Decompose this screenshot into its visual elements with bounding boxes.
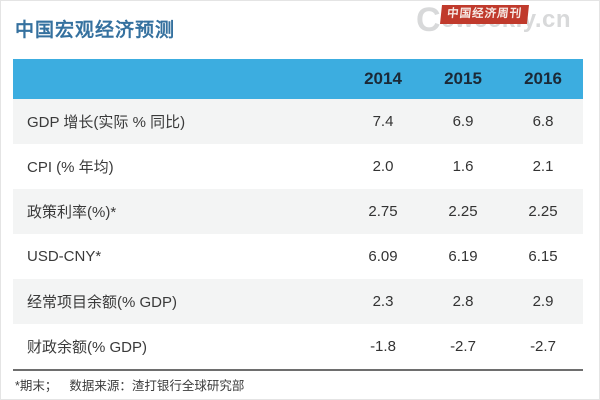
ceweekly-red-badge: 中国经济周刊 <box>440 5 529 24</box>
cell-value: 2.0 <box>372 158 394 175</box>
footnote: *期末； 数据来源：渣打银行全球研究部 <box>15 375 244 394</box>
ceweekly-logo: Ceweekly.cn 中国经济周刊 <box>416 3 596 47</box>
cell-value: 2.75 <box>343 189 423 234</box>
cell-value: 7.4 <box>343 99 423 144</box>
cell-value: 2.9 <box>503 279 583 324</box>
row-label: 财政余额(% GDP) <box>27 339 148 356</box>
table-row-policy-rate: 政策利率(%)* 2.75 2.25 2.25 <box>13 189 583 234</box>
cell-value: 6.09 <box>368 248 398 265</box>
cell-value: 1.6 <box>452 158 474 175</box>
row-label: 经常项目余额(% GDP) <box>13 279 343 324</box>
cell-value: 6.15 <box>528 248 558 265</box>
row-label: CPI (% 年均) <box>27 159 114 176</box>
cell-value: 2.25 <box>423 189 503 234</box>
row-label: USD-CNY* <box>27 248 102 265</box>
table-row-current-account: 经常项目余额(% GDP) 2.3 2.8 2.9 <box>13 279 583 324</box>
header-year-2015: 2015 <box>423 59 503 99</box>
table-row-fiscal-balance: 财政余额(% GDP) -1.8 -2.7 -2.7 <box>13 324 583 370</box>
cell-value: 6.8 <box>503 99 583 144</box>
table-row-cpi: CPI (% 年均) 2.0 1.6 2.1 <box>13 144 583 189</box>
table-row-gdp: GDP 增长(实际 % 同比) 7.4 6.9 6.8 <box>13 99 583 144</box>
cell-value: -1.8 <box>370 338 396 355</box>
footnote-period-note: *期末； <box>15 379 58 393</box>
cell-value: 2.3 <box>343 279 423 324</box>
table-header-row: 2014 2015 2016 <box>13 59 583 99</box>
header-year-2016: 2016 <box>503 59 583 99</box>
table-row-usd-cny: USD-CNY* 6.09 6.19 6.15 <box>13 234 583 279</box>
row-label: 政策利率(%)* <box>13 189 343 234</box>
cell-value: -2.7 <box>450 338 476 355</box>
logo-letter-c: C <box>416 1 442 39</box>
cell-value: 6.19 <box>448 248 478 265</box>
cell-value: 2.1 <box>532 158 554 175</box>
forecast-table: 2014 2015 2016 GDP 增长(实际 % 同比) 7.4 6.9 6… <box>13 59 583 371</box>
footnote-data-source: 数据来源：渣打银行全球研究部 <box>69 379 245 393</box>
header-empty-cell <box>13 59 343 99</box>
row-label: GDP 增长(实际 % 同比) <box>13 99 343 144</box>
header-year-2014: 2014 <box>343 59 423 99</box>
cell-value: 2.8 <box>423 279 503 324</box>
cell-value: 2.25 <box>503 189 583 234</box>
page-title: 中国宏观经济预测 <box>15 20 176 41</box>
cell-value: -2.7 <box>530 338 556 355</box>
cell-value: 6.9 <box>423 99 503 144</box>
